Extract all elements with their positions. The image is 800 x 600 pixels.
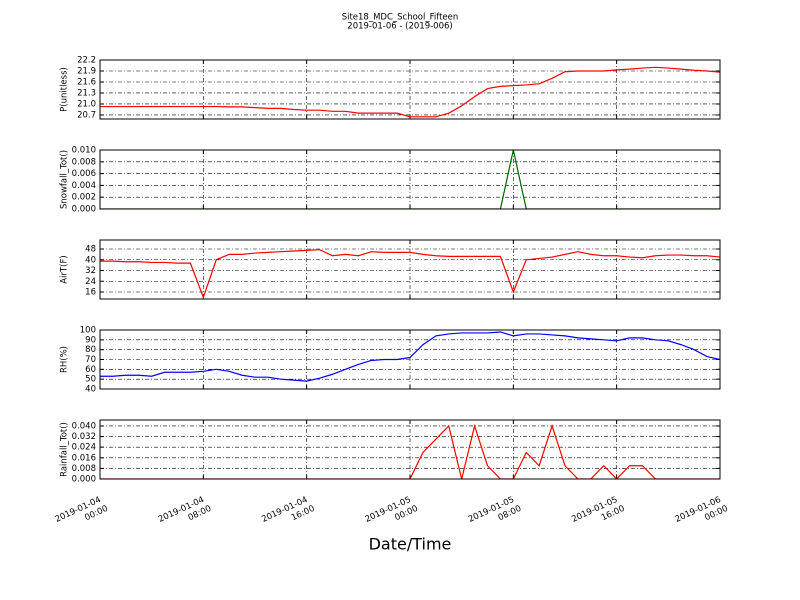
y-tick-label: 0.040	[72, 421, 96, 431]
y-axis-label: AirT(F)	[60, 255, 70, 283]
y-tick-label: 0.000	[72, 475, 96, 485]
y-tick-label: 40	[85, 385, 96, 395]
y-tick-label: 0.024	[72, 443, 96, 453]
x-tick-label: 2019-01-06 00:00	[673, 493, 729, 534]
x-tick-label: 2019-01-05 08:00	[467, 493, 523, 534]
plot-area	[100, 331, 720, 382]
y-tick-label: 100	[80, 326, 96, 336]
x-tick-label: 2019-01-05 00:00	[363, 493, 419, 534]
axes-frame	[99, 419, 721, 480]
axes-frame	[99, 239, 721, 300]
x-axis-label: Date/Time	[369, 535, 452, 554]
axes-frame	[99, 149, 721, 210]
y-tick-label: 80	[85, 345, 96, 355]
y-axis-label: Snowfall_Tot()	[60, 150, 70, 209]
axes-frame	[99, 59, 721, 120]
y-tick-label: 21.6	[77, 77, 96, 87]
y-axis-label: Rainfall_Tot()	[60, 422, 70, 477]
plot-area	[100, 66, 720, 118]
chart-subtitle: 2019-01-06 - (2019-006)	[347, 22, 452, 32]
y-tick-label: 32	[85, 266, 96, 276]
chart-title: Site18_MDC_School_Fifteen	[342, 13, 459, 23]
y-tick-label: 50	[85, 375, 96, 385]
y-tick-label: 0.008	[72, 464, 96, 474]
y-tick-label: 21.0	[77, 99, 96, 109]
y-tick-label: 22.2	[77, 56, 96, 66]
y-tick-label: 20.7	[77, 110, 96, 120]
y-tick-label: 70	[85, 355, 96, 365]
data-line	[100, 66, 720, 118]
y-tick-label: 21.9	[77, 66, 96, 76]
y-tick-label: 0.006	[72, 169, 96, 179]
x-tick-label: 2019-01-04 08:00	[157, 493, 213, 534]
y-tick-label: 0.000	[72, 205, 96, 215]
y-tick-label: 0.010	[72, 146, 96, 156]
y-tick-label: 0.032	[72, 432, 96, 442]
data-line	[100, 331, 720, 382]
x-tick-label: 2019-01-04 00:00	[53, 493, 109, 534]
x-tick-label: 2019-01-05 16:00	[570, 493, 626, 534]
axes-frame	[99, 329, 721, 390]
y-tick-label: 40	[85, 255, 96, 265]
y-tick-label: 0.002	[72, 193, 96, 203]
data-line	[100, 249, 720, 299]
plot-area	[100, 249, 720, 299]
y-tick-label: 60	[85, 365, 96, 375]
y-tick-label: 0.004	[72, 181, 96, 191]
y-tick-label: 48	[85, 245, 96, 255]
y-tick-label: 90	[85, 335, 96, 345]
x-tick-label: 2019-01-04 16:00	[260, 493, 316, 534]
y-tick-label: 0.008	[72, 157, 96, 167]
y-tick-label: 0.016	[72, 453, 96, 463]
y-tick-label: 16	[85, 288, 96, 298]
y-axis-label: RH(%)	[60, 346, 70, 373]
y-axis-label: P(unitless)	[60, 67, 70, 112]
y-tick-label: 24	[85, 277, 96, 287]
y-tick-label: 21.3	[77, 88, 96, 98]
